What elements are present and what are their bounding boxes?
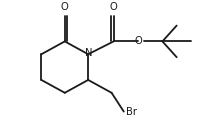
Text: O: O xyxy=(134,36,142,46)
Text: Br: Br xyxy=(126,107,137,117)
Text: N: N xyxy=(85,48,93,58)
Text: O: O xyxy=(61,2,69,12)
Text: O: O xyxy=(110,2,117,12)
